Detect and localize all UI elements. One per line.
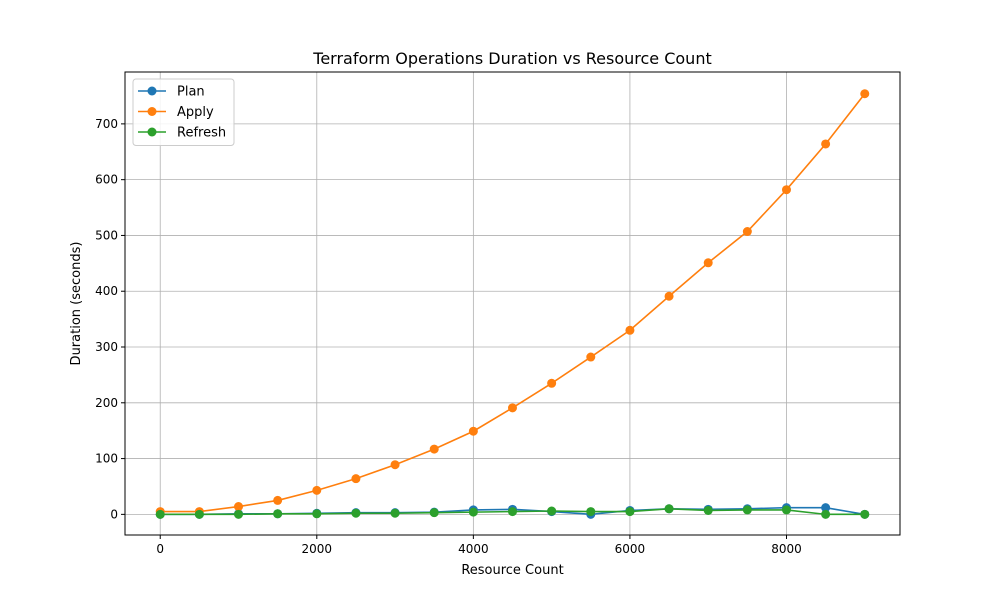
data-point-refresh — [821, 509, 831, 519]
data-point-refresh — [273, 509, 283, 519]
series-layer — [155, 89, 870, 519]
x-tick-label: 8000 — [771, 542, 802, 556]
data-point-apply — [351, 474, 361, 484]
data-point-apply — [586, 352, 596, 362]
y-tick-label: 600 — [95, 173, 118, 187]
data-point-refresh — [390, 508, 400, 518]
legend-item-plan: Plan — [138, 85, 205, 100]
y-tick-label: 500 — [95, 228, 118, 242]
data-point-refresh — [625, 507, 635, 517]
data-point-refresh — [312, 509, 322, 519]
y-tick-label: 0 — [110, 507, 118, 521]
y-tick-label: 700 — [95, 117, 118, 131]
legend-label-refresh: Refresh — [177, 126, 226, 141]
data-point-apply — [390, 460, 400, 470]
data-point-refresh — [664, 504, 674, 514]
legend-label-plan: Plan — [177, 85, 205, 100]
data-point-refresh — [703, 505, 713, 515]
legend-item-refresh: Refresh — [138, 126, 226, 141]
data-point-apply — [860, 89, 870, 99]
data-point-refresh — [234, 509, 244, 519]
chart-title: Terraform Operations Duration vs Resourc… — [312, 49, 711, 68]
x-tick-label: 0 — [156, 542, 164, 556]
y-tick-label: 100 — [95, 452, 118, 466]
data-point-refresh — [155, 509, 165, 519]
legend-marker-apply — [147, 107, 157, 116]
series-apply — [155, 89, 870, 517]
y-tick-label: 200 — [95, 396, 118, 410]
data-point-refresh — [781, 505, 791, 515]
data-point-refresh — [468, 507, 478, 517]
grid-layer — [125, 72, 900, 535]
data-point-apply — [664, 291, 674, 301]
data-point-apply — [781, 185, 791, 195]
data-point-apply — [468, 426, 478, 436]
data-point-refresh — [742, 505, 752, 515]
legend-label-apply: Apply — [177, 105, 214, 120]
series-refresh — [155, 504, 870, 519]
data-point-refresh — [351, 508, 361, 518]
legend-item-apply: Apply — [138, 105, 214, 120]
x-tick-label: 2000 — [302, 542, 333, 556]
data-point-plan — [821, 503, 831, 513]
data-point-apply — [703, 258, 713, 268]
data-point-refresh — [547, 506, 557, 516]
data-point-refresh — [194, 509, 204, 519]
legend: Plan Apply Refresh — [132, 78, 235, 146]
legend-box — [132, 78, 235, 146]
legend-marker-plan — [147, 86, 157, 96]
data-point-apply — [429, 444, 439, 454]
data-point-apply — [547, 378, 557, 388]
data-point-apply — [508, 403, 517, 413]
y-tick-label: 300 — [95, 340, 118, 354]
data-point-apply — [273, 495, 283, 505]
data-point-refresh — [508, 507, 517, 517]
x-tick-label: 4000 — [458, 542, 489, 556]
data-point-apply — [625, 325, 635, 335]
y-tick-label: 400 — [95, 284, 118, 298]
data-point-apply — [821, 139, 831, 149]
data-point-refresh — [429, 508, 439, 518]
data-point-refresh — [586, 507, 596, 517]
plot-frame — [124, 71, 901, 536]
data-point-apply — [742, 227, 752, 237]
x-axis-label: Resource Count — [461, 563, 563, 578]
data-point-apply — [234, 502, 244, 512]
y-axis-label: Duration (seconds) — [69, 242, 84, 366]
tick-layer: 0 2000 4000 6000 8000 0 100 200 300 400 500 600 700 — [95, 117, 802, 556]
data-point-apply — [312, 485, 322, 495]
data-point-refresh — [860, 509, 870, 519]
x-tick-label: 6000 — [615, 542, 646, 556]
legend-marker-refresh — [147, 127, 157, 137]
